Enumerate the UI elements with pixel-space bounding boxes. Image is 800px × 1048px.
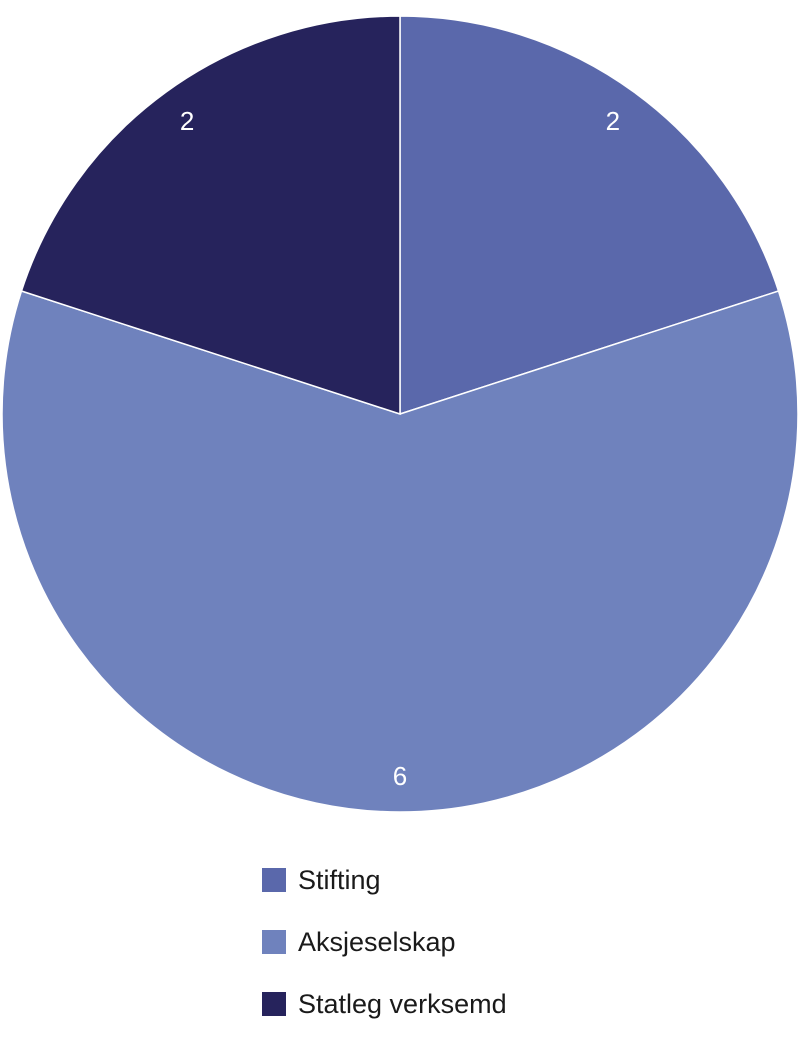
legend-label-aksjeselskap: Aksjeselskap — [298, 926, 456, 957]
data-label-aksjeselskap: 6 — [393, 761, 407, 791]
data-label-stifting: 2 — [606, 106, 620, 136]
legend-label-stifting: Stifting — [298, 864, 381, 895]
legend-item-stifting: Stifting — [262, 862, 507, 898]
pie-slice-stifting — [399, 15, 780, 416]
legend-item-aksjeselskap: Aksjeselskap — [262, 924, 507, 960]
legend-item-statleg-verksemd: Statleg verksemd — [262, 986, 507, 1022]
pie-slice-aksjeselskap — [1, 290, 799, 813]
legend-swatch-aksjeselskap — [262, 930, 286, 954]
legend-swatch-statleg-verksemd — [262, 992, 286, 1016]
legend-label-statleg-verksemd: Statleg verksemd — [298, 988, 507, 1019]
pie-slice-statleg-verksemd — [20, 15, 401, 416]
legend-swatch-stifting — [262, 868, 286, 892]
chart-legend: Stifting Aksjeselskap Statleg verksemd — [262, 862, 507, 1048]
data-label-statleg-verksemd: 2 — [180, 106, 194, 136]
